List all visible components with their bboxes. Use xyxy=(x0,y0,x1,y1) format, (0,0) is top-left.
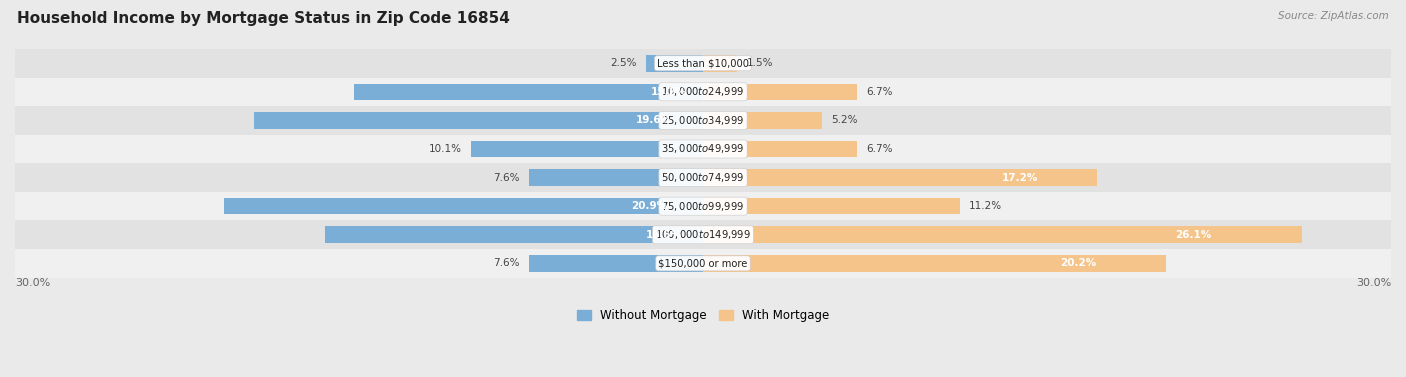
Text: 17.2%: 17.2% xyxy=(1002,173,1038,182)
Text: 7.6%: 7.6% xyxy=(494,258,520,268)
Text: $75,000 to $99,999: $75,000 to $99,999 xyxy=(661,200,745,213)
Text: Source: ZipAtlas.com: Source: ZipAtlas.com xyxy=(1278,11,1389,21)
Text: 6.7%: 6.7% xyxy=(866,144,893,154)
Text: 20.9%: 20.9% xyxy=(631,201,668,211)
Text: 19.6%: 19.6% xyxy=(636,115,672,126)
Bar xyxy=(15,192,1391,221)
Text: 6.7%: 6.7% xyxy=(866,87,893,97)
Bar xyxy=(354,84,703,100)
Text: 16.5%: 16.5% xyxy=(647,230,682,240)
Bar xyxy=(15,163,1391,192)
Bar xyxy=(703,169,1098,186)
Bar xyxy=(703,112,823,129)
Text: $25,000 to $34,999: $25,000 to $34,999 xyxy=(661,114,745,127)
Bar xyxy=(703,227,1302,243)
Text: 7.6%: 7.6% xyxy=(494,173,520,182)
Bar xyxy=(15,49,1391,78)
Text: 10.1%: 10.1% xyxy=(429,144,463,154)
Bar xyxy=(703,141,856,157)
Text: Less than $10,000: Less than $10,000 xyxy=(657,58,749,68)
Bar xyxy=(645,55,703,72)
Bar xyxy=(703,198,960,215)
Bar xyxy=(529,255,703,272)
Bar xyxy=(15,221,1391,249)
Text: 1.5%: 1.5% xyxy=(747,58,773,68)
Bar xyxy=(15,78,1391,106)
Text: $10,000 to $24,999: $10,000 to $24,999 xyxy=(661,85,745,98)
Bar xyxy=(15,106,1391,135)
Text: 30.0%: 30.0% xyxy=(15,277,51,288)
Text: 15.2%: 15.2% xyxy=(651,87,688,97)
Bar xyxy=(325,227,703,243)
Text: 20.2%: 20.2% xyxy=(1060,258,1097,268)
Text: 2.5%: 2.5% xyxy=(610,58,637,68)
Text: 30.0%: 30.0% xyxy=(1355,277,1391,288)
Bar xyxy=(224,198,703,215)
Bar xyxy=(703,255,1166,272)
Bar xyxy=(15,249,1391,277)
Legend: Without Mortgage, With Mortgage: Without Mortgage, With Mortgage xyxy=(576,309,830,322)
Bar xyxy=(253,112,703,129)
Bar xyxy=(15,135,1391,163)
Text: $150,000 or more: $150,000 or more xyxy=(658,258,748,268)
Bar xyxy=(703,84,856,100)
Bar xyxy=(471,141,703,157)
Bar xyxy=(703,55,737,72)
Text: 11.2%: 11.2% xyxy=(969,201,1002,211)
Text: 5.2%: 5.2% xyxy=(831,115,858,126)
Text: 26.1%: 26.1% xyxy=(1175,230,1212,240)
Bar xyxy=(529,169,703,186)
Text: Household Income by Mortgage Status in Zip Code 16854: Household Income by Mortgage Status in Z… xyxy=(17,11,510,26)
Text: $35,000 to $49,999: $35,000 to $49,999 xyxy=(661,143,745,155)
Text: $50,000 to $74,999: $50,000 to $74,999 xyxy=(661,171,745,184)
Text: $100,000 to $149,999: $100,000 to $149,999 xyxy=(655,228,751,241)
